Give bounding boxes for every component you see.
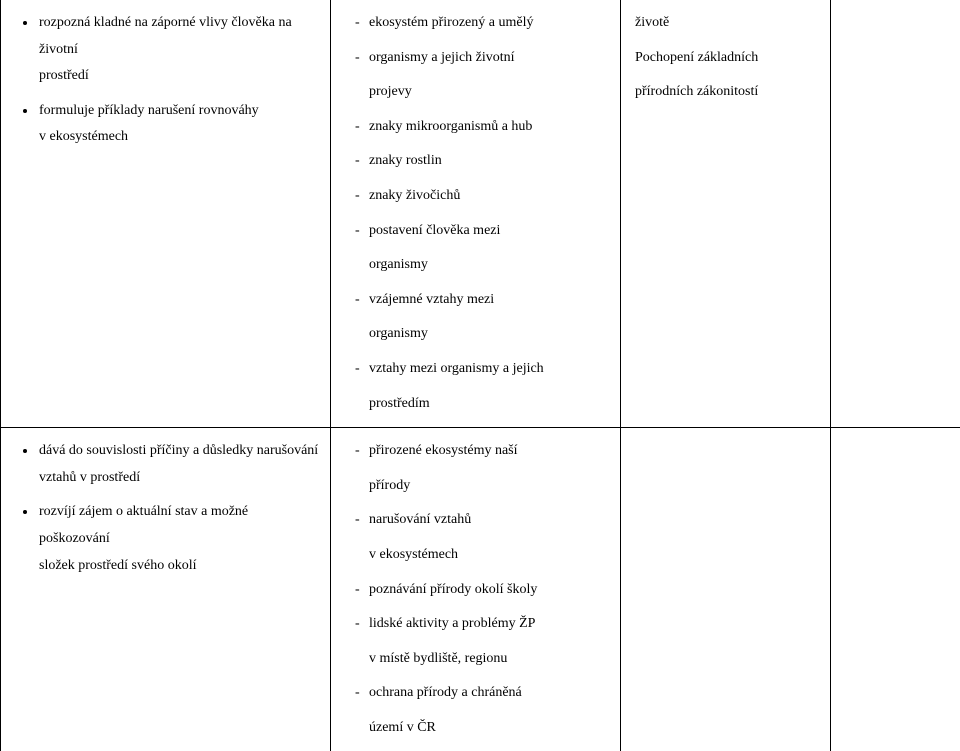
- cell-col2: ekosystém přirozený a umělý organismy a …: [331, 0, 621, 428]
- text: přirozené ekosystémy naší: [369, 443, 518, 458]
- text: životě: [631, 6, 820, 41]
- dash-list: narušování vztahů: [341, 503, 610, 538]
- text: ekosystém přirozený a umělý: [369, 15, 533, 30]
- cell-col1: rozpozná kladné na záporné vlivy člověka…: [1, 0, 331, 428]
- cell-col2: přirozené ekosystémy naší přírody narušo…: [331, 428, 621, 751]
- bullet-list: dává do souvislosti příčiny a důsledky n…: [11, 434, 320, 583]
- text: prostředí: [39, 68, 89, 83]
- text: vztahy mezi organismy a jejich: [369, 361, 544, 376]
- cell-col1: dává do souvislosti příčiny a důsledky n…: [1, 428, 331, 751]
- text: složek prostředí svého okolí: [39, 558, 196, 573]
- text: postavení člověka mezi: [369, 223, 500, 238]
- text: ochrana přírody a chráněná: [369, 685, 522, 700]
- list-item: vztahy mezi organismy a jejich: [355, 352, 610, 387]
- cell-col4: [831, 0, 960, 428]
- list-item: vzájemné vztahy mezi: [355, 283, 610, 318]
- list-item: rozvíjí zájem o aktuální stav a možné po…: [37, 495, 320, 583]
- text: dává do souvislosti příčiny a důsledky n…: [39, 443, 318, 458]
- continuation-text: projevy: [341, 75, 610, 110]
- continuation-text: organismy: [341, 248, 610, 283]
- list-item: přirozené ekosystémy naší: [355, 434, 610, 469]
- list-item: ochrana přírody a chráněná: [355, 676, 610, 711]
- text: vzájemné vztahy mezi: [369, 292, 494, 307]
- continuation-text: území v ČR: [341, 711, 610, 746]
- list-item: postavení člověka mezi: [355, 214, 610, 249]
- curriculum-table: rozpozná kladné na záporné vlivy člověka…: [0, 0, 960, 751]
- cell-col3: životě Pochopení základních přírodních z…: [621, 0, 831, 428]
- dash-list: vzájemné vztahy mezi: [341, 283, 610, 318]
- dash-list: ekosystém přirozený a umělý organismy a …: [341, 6, 610, 75]
- dash-list: přirozené ekosystémy naší: [341, 434, 610, 469]
- text: lidské aktivity a problémy ŽP: [369, 616, 535, 631]
- text: formuluje příklady narušení rovnováhy: [39, 103, 259, 118]
- text: rozvíjí zájem o aktuální stav a možné po…: [39, 504, 248, 546]
- list-item: lidské aktivity a problémy ŽP: [355, 607, 610, 642]
- continuation-text: přírody: [341, 469, 610, 504]
- list-item: dává do souvislosti příčiny a důsledky n…: [37, 434, 320, 495]
- continuation-text: prostředím: [341, 387, 610, 422]
- dash-list: ochrana přírody a chráněná: [341, 676, 610, 711]
- text: organismy a jejich životní: [369, 50, 515, 65]
- text: přírodních zákonitostí: [631, 75, 820, 110]
- text: poznávání přírody okolí školy: [369, 582, 537, 597]
- list-item: znaky rostlin: [355, 144, 610, 179]
- text: narušování vztahů: [369, 512, 471, 527]
- cell-col3: [621, 428, 831, 751]
- list-item: znaky mikroorganismů a hub: [355, 110, 610, 145]
- dash-list: poznávání přírody okolí školy lidské akt…: [341, 573, 610, 642]
- continuation-text: organismy: [341, 317, 610, 352]
- list-item: organismy a jejich životní: [355, 41, 610, 76]
- list-item: narušování vztahů: [355, 503, 610, 538]
- text: rozpozná kladné na záporné vlivy člověka…: [39, 15, 292, 57]
- dash-list: znaky mikroorganismů a hub znaky rostlin…: [341, 110, 610, 248]
- cell-col4: [831, 428, 960, 751]
- page: rozpozná kladné na záporné vlivy člověka…: [0, 0, 960, 564]
- list-item: poznávání přírody okolí školy: [355, 573, 610, 608]
- text: znaky rostlin: [369, 153, 442, 168]
- dash-list: vztahy mezi organismy a jejich: [341, 352, 610, 387]
- text: vztahů v prostředí: [39, 470, 140, 485]
- list-item: znaky živočichů: [355, 179, 610, 214]
- text: znaky živočichů: [369, 188, 460, 203]
- text: v ekosystémech: [39, 129, 128, 144]
- text: znaky mikroorganismů a hub: [369, 119, 532, 134]
- list-item: rozpozná kladné na záporné vlivy člověka…: [37, 6, 320, 94]
- list-item: ekosystém přirozený a umělý: [355, 6, 610, 41]
- continuation-text: v ekosystémech: [341, 538, 610, 573]
- continuation-text: v místě bydliště, regionu: [341, 642, 610, 677]
- list-item: formuluje příklady narušení rovnováhy v …: [37, 94, 320, 155]
- table-row: rozpozná kladné na záporné vlivy člověka…: [1, 0, 960, 428]
- text: Pochopení základních: [631, 41, 820, 76]
- table-row: dává do souvislosti příčiny a důsledky n…: [1, 428, 960, 751]
- bullet-list: rozpozná kladné na záporné vlivy člověka…: [11, 6, 320, 155]
